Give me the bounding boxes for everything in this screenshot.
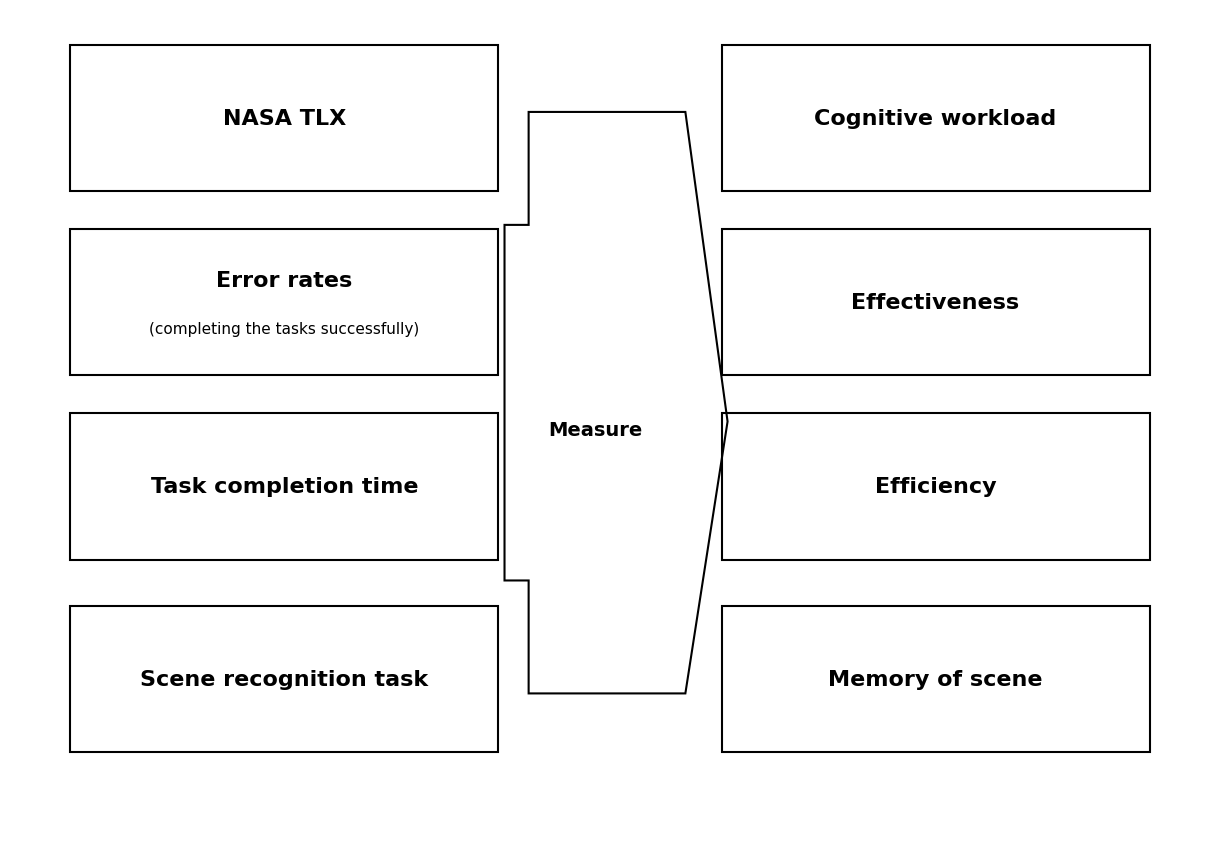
Text: NASA TLX: NASA TLX: [223, 109, 346, 129]
FancyBboxPatch shape: [721, 414, 1150, 560]
Text: Measure: Measure: [548, 421, 642, 440]
Text: Efficiency: Efficiency: [875, 477, 997, 497]
Text: (completing the tasks successfully): (completing the tasks successfully): [149, 322, 420, 337]
Text: Cognitive workload: Cognitive workload: [815, 109, 1056, 129]
FancyBboxPatch shape: [70, 230, 499, 376]
FancyBboxPatch shape: [721, 230, 1150, 376]
Text: Effectiveness: Effectiveness: [851, 293, 1020, 313]
Text: Error rates: Error rates: [216, 271, 352, 291]
FancyBboxPatch shape: [70, 46, 499, 192]
FancyBboxPatch shape: [70, 414, 499, 560]
FancyBboxPatch shape: [721, 606, 1150, 752]
Text: Memory of scene: Memory of scene: [828, 669, 1043, 689]
FancyBboxPatch shape: [70, 606, 499, 752]
Text: Task completion time: Task completion time: [151, 477, 419, 497]
Text: Scene recognition task: Scene recognition task: [141, 669, 429, 689]
FancyBboxPatch shape: [721, 46, 1150, 192]
